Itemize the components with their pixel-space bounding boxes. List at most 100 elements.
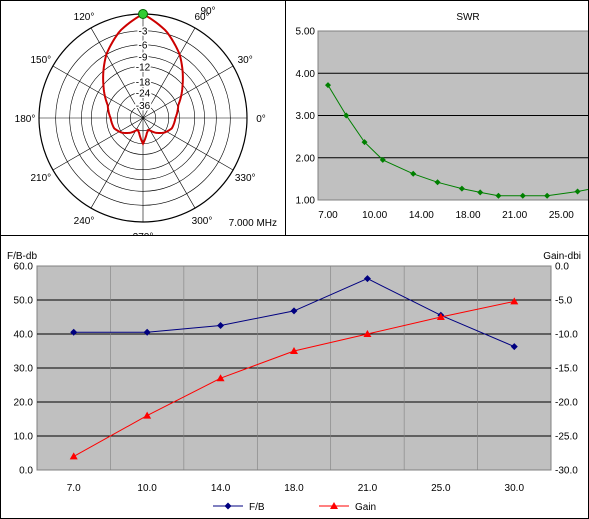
polar-spoke xyxy=(90,27,144,119)
fb-gain-x-axis-ticks: 7.0 10.0 14.0 18.0 21.0 25.0 30.0 xyxy=(67,483,525,494)
ring-label: -12 xyxy=(136,62,151,73)
swr-x-tick-label: 21.00 xyxy=(502,210,527,221)
fb-x-tick-label: 14.0 xyxy=(211,483,231,494)
angle-label: 330° xyxy=(235,173,256,184)
frequency-label: 7.000 MHz xyxy=(229,218,277,229)
gain-point xyxy=(69,452,78,460)
swr-point xyxy=(343,112,350,119)
fb-y-tick-label: 20.0 xyxy=(14,398,34,409)
swr-y-tick-label: 5.00 xyxy=(296,27,316,38)
swr-x-tick-label: 14.00 xyxy=(409,210,434,221)
swr-point xyxy=(574,188,581,195)
gain-point xyxy=(290,347,298,354)
swr-point xyxy=(325,82,331,89)
fb-gain-chart-panel: F/B-db Gain-dbi 0.0 10.0 20.0 30.0 40.0 50.0 6… xyxy=(0,235,589,519)
ring-label: -3 xyxy=(139,27,148,38)
polar-pattern-chart: -3 -6-9-12 -18-24 -36 0° 30° 60°90° 120° 150° 18… xyxy=(15,6,277,235)
fb-x-tick-label: 7.0 xyxy=(67,483,81,494)
gain-y-tick-label: 0.0 xyxy=(555,262,569,273)
gain-y-tick-label: -30.0 xyxy=(555,466,578,477)
swr-y-tick-label: 3.00 xyxy=(296,111,316,122)
swr-point xyxy=(519,192,526,199)
angle-label: 0° xyxy=(256,114,266,125)
swr-y-tick-label: 1.00 xyxy=(296,196,316,207)
swr-x-tick-label: 18.00 xyxy=(455,210,480,221)
fb-gain-series xyxy=(69,275,519,460)
fb-point xyxy=(143,328,151,336)
polar-spoke xyxy=(90,117,144,209)
angle-label: 270° xyxy=(133,232,154,235)
ring-label: -24 xyxy=(136,88,151,99)
fb-axis-label: F/B-db xyxy=(7,251,37,262)
gain-point xyxy=(216,374,225,382)
swr-chart: SWR 1.00 2.00 3.00 4.00 5.00 7.00 10.00 14.00 1… xyxy=(296,12,588,221)
angle-label: 30° xyxy=(238,55,253,66)
swr-point xyxy=(458,185,465,192)
swr-point xyxy=(434,179,441,186)
swr-point xyxy=(477,189,484,196)
max-gain-marker xyxy=(138,9,148,19)
polar-pattern-panel: -3 -6 -9 -12 -18 -24 -36 0° 30° 60° 90° 120° 150° 18… xyxy=(0,0,286,236)
swr-point xyxy=(410,170,417,177)
legend-diamond-marker xyxy=(224,502,232,510)
gain-point xyxy=(143,411,152,419)
swr-x-tick-label: 7.00 xyxy=(318,210,338,221)
swr-point xyxy=(495,192,502,199)
fb-point xyxy=(290,307,298,315)
gain-point xyxy=(436,313,445,320)
fb-y-axis-ticks: 0.0 10.0 20.0 30.0 40.0 50.0 60.0 xyxy=(14,262,34,477)
gain-y-tick-label: -5.0 xyxy=(555,296,573,307)
fb-point xyxy=(70,328,78,336)
swr-chart-panel: SWR 1.00 2.00 3.00 4.00 5.00 7.00 10.00 14.00 1… xyxy=(285,0,589,236)
fb-y-tick-label: 60.0 xyxy=(14,262,34,273)
swr-point xyxy=(361,139,368,146)
fb-point xyxy=(217,322,225,329)
gain-y-tick-label: -15.0 xyxy=(555,364,578,375)
angle-label: 300° xyxy=(192,216,213,227)
swr-chart-title: SWR xyxy=(456,12,479,23)
ring-label: -36 xyxy=(136,101,151,112)
fb-y-tick-label: 50.0 xyxy=(14,296,34,307)
ring-label: -9 xyxy=(139,52,148,63)
fb-point xyxy=(510,343,518,351)
gain-point xyxy=(363,330,372,337)
swr-point xyxy=(379,156,386,163)
fb-point xyxy=(363,275,371,283)
legend-label: Gain xyxy=(355,502,376,513)
polar-spoke xyxy=(142,117,196,209)
gain-y-tick-label: -10.0 xyxy=(555,330,578,341)
polar-spoke xyxy=(142,27,196,119)
chart-legend: F/B Gain xyxy=(213,502,376,513)
polar-spoke xyxy=(52,65,144,119)
angle-label: 120° xyxy=(74,12,95,23)
swr-y-axis-ticks: 1.00 2.00 3.00 4.00 5.00 xyxy=(296,27,316,207)
fb-x-tick-label: 25.0 xyxy=(431,483,451,494)
polar-spoke xyxy=(142,117,234,171)
angle-label: 60° xyxy=(194,12,209,23)
swr-gridlines xyxy=(318,72,588,159)
fb-x-tick-label: 21.0 xyxy=(358,483,378,494)
swr-y-tick-label: 2.00 xyxy=(296,153,316,164)
legend-label: F/B xyxy=(249,502,265,513)
polar-ring-labels: -3 -6-9-12 -18-24 -36 xyxy=(134,25,152,113)
angle-label: 150° xyxy=(30,55,51,66)
ring-label: -6 xyxy=(139,41,148,52)
angle-label: 180° xyxy=(15,114,36,125)
polar-grid xyxy=(38,13,248,223)
angle-label: 240° xyxy=(74,216,95,227)
gain-y-tick-label: -25.0 xyxy=(555,432,578,443)
gain-axis-label: Gain-dbi xyxy=(543,251,581,262)
swr-x-tick-label: 25.00 xyxy=(549,210,574,221)
fb-y-tick-label: 0.0 xyxy=(19,466,33,477)
fb-x-tick-label: 18.0 xyxy=(284,483,304,494)
gain-y-tick-label: -20.0 xyxy=(555,398,578,409)
swr-point xyxy=(544,192,551,199)
swr-x-tick-label: 10.00 xyxy=(362,210,387,221)
fb-y-tick-label: 30.0 xyxy=(14,364,34,375)
fb-y-tick-label: 40.0 xyxy=(14,330,34,341)
fb-y-tick-label: 10.0 xyxy=(14,432,34,443)
angle-label: 90° xyxy=(200,6,215,17)
fb-gain-chart: F/B-db Gain-dbi 0.0 10.0 20.0 30.0 40.0 50.0 6… xyxy=(7,251,581,513)
